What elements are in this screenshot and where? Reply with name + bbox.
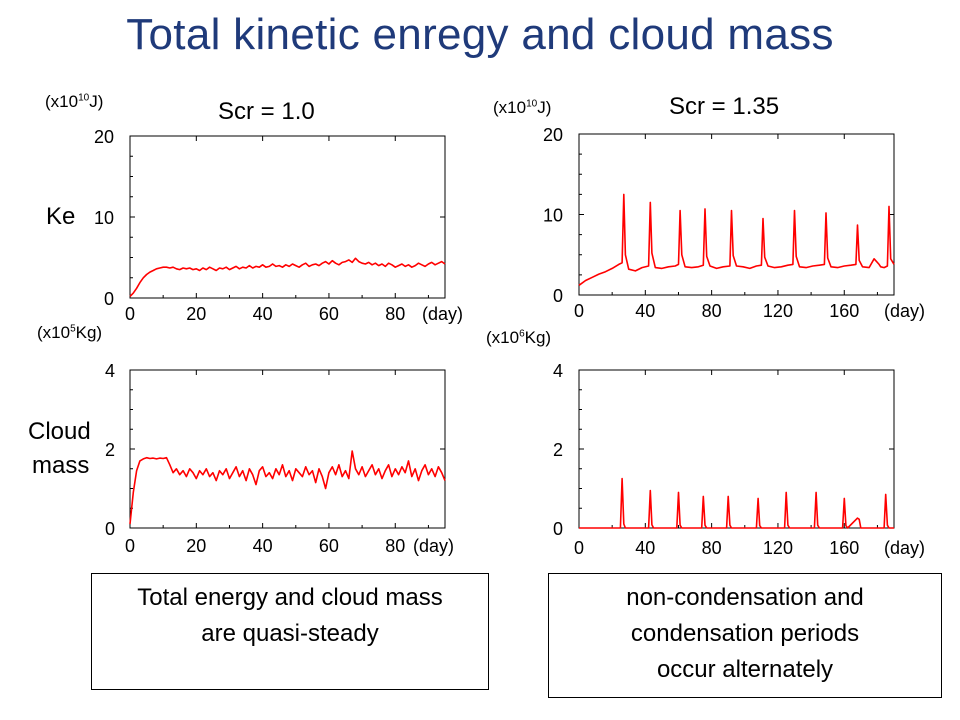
x-tick-label: 80 [385,536,405,556]
x-axis-label: (day) [884,301,925,321]
y-tick-label: 4 [553,361,563,381]
x-tick-label: 120 [763,538,793,558]
left-note-box: Total energy and cloud mass are quasi-st… [91,573,489,690]
x-tick-label: 160 [829,538,859,558]
right-panel-heading: Scr = 1.35 [669,93,780,120]
x-tick-label: 60 [319,536,339,556]
right-note-line3: occur alternately [656,656,834,683]
cloud-label-line2: mass [32,452,90,479]
x-tick-label: 0 [125,536,135,556]
slide-title: Total kinetic enregy and cloud mass [126,10,834,59]
series-line [579,477,894,529]
x-tick-label: 60 [319,304,339,324]
y-tick-label: 0 [104,289,114,309]
x-tick-label: 40 [635,301,655,321]
y-tick-label: 10 [94,208,114,228]
x-tick-label: 0 [574,538,584,558]
x-tick-label: 20 [186,536,206,556]
x-tick-label: 80 [702,538,722,558]
y-tick-label: 0 [553,519,563,539]
x-tick-label: 20 [186,304,206,324]
series-line [129,450,446,525]
plot-frame [129,369,446,529]
x-tick-label: 0 [125,304,135,324]
x-tick-label: 40 [253,304,273,324]
left-panel-heading: Scr = 1.0 [218,98,315,125]
plot-frame [578,133,895,296]
right-note-box: non-condensation and condensation period… [548,573,942,698]
cloud-mass-row-label: Cloud mass [28,415,91,483]
y-tick-label: 20 [94,127,114,147]
x-tick-label: 0 [574,301,584,321]
left-note-line2: are quasi-steady [201,620,379,647]
series-line [578,193,895,286]
x-axis-label: (day) [413,536,454,556]
plot-frame [578,369,895,529]
right-note-line1: non-condensation and [626,584,864,611]
cloud-left-unit: (x105Kg) [37,323,103,342]
y-tick-label: 0 [553,286,563,306]
series-line [129,257,446,297]
ke-right-unit: (x1010J) [493,98,552,117]
x-axis-label: (day) [422,304,463,324]
y-tick-label: 2 [553,440,563,460]
x-tick-label: 120 [763,301,793,321]
cloud-label-line1: Cloud [28,418,91,445]
y-tick-label: 2 [105,440,115,460]
x-tick-label: 160 [829,301,859,321]
ke-row-label: Ke [46,203,76,230]
ke-left-unit: (x1010J) [45,92,104,111]
right-note-line2: condensation periods [630,620,860,647]
y-tick-label: 4 [105,361,115,381]
x-tick-label: 80 [702,301,722,321]
x-tick-label: 80 [385,304,405,324]
y-tick-label: 20 [543,125,563,145]
y-tick-label: 0 [105,519,115,539]
y-tick-label: 10 [543,206,563,226]
cloud-right-unit: (x106Kg) [486,328,552,347]
plot-frame [129,135,446,299]
x-axis-label: (day) [884,538,925,558]
left-note-line1: Total energy and cloud mass [137,584,443,611]
x-tick-label: 40 [253,536,273,556]
x-tick-label: 40 [635,538,655,558]
